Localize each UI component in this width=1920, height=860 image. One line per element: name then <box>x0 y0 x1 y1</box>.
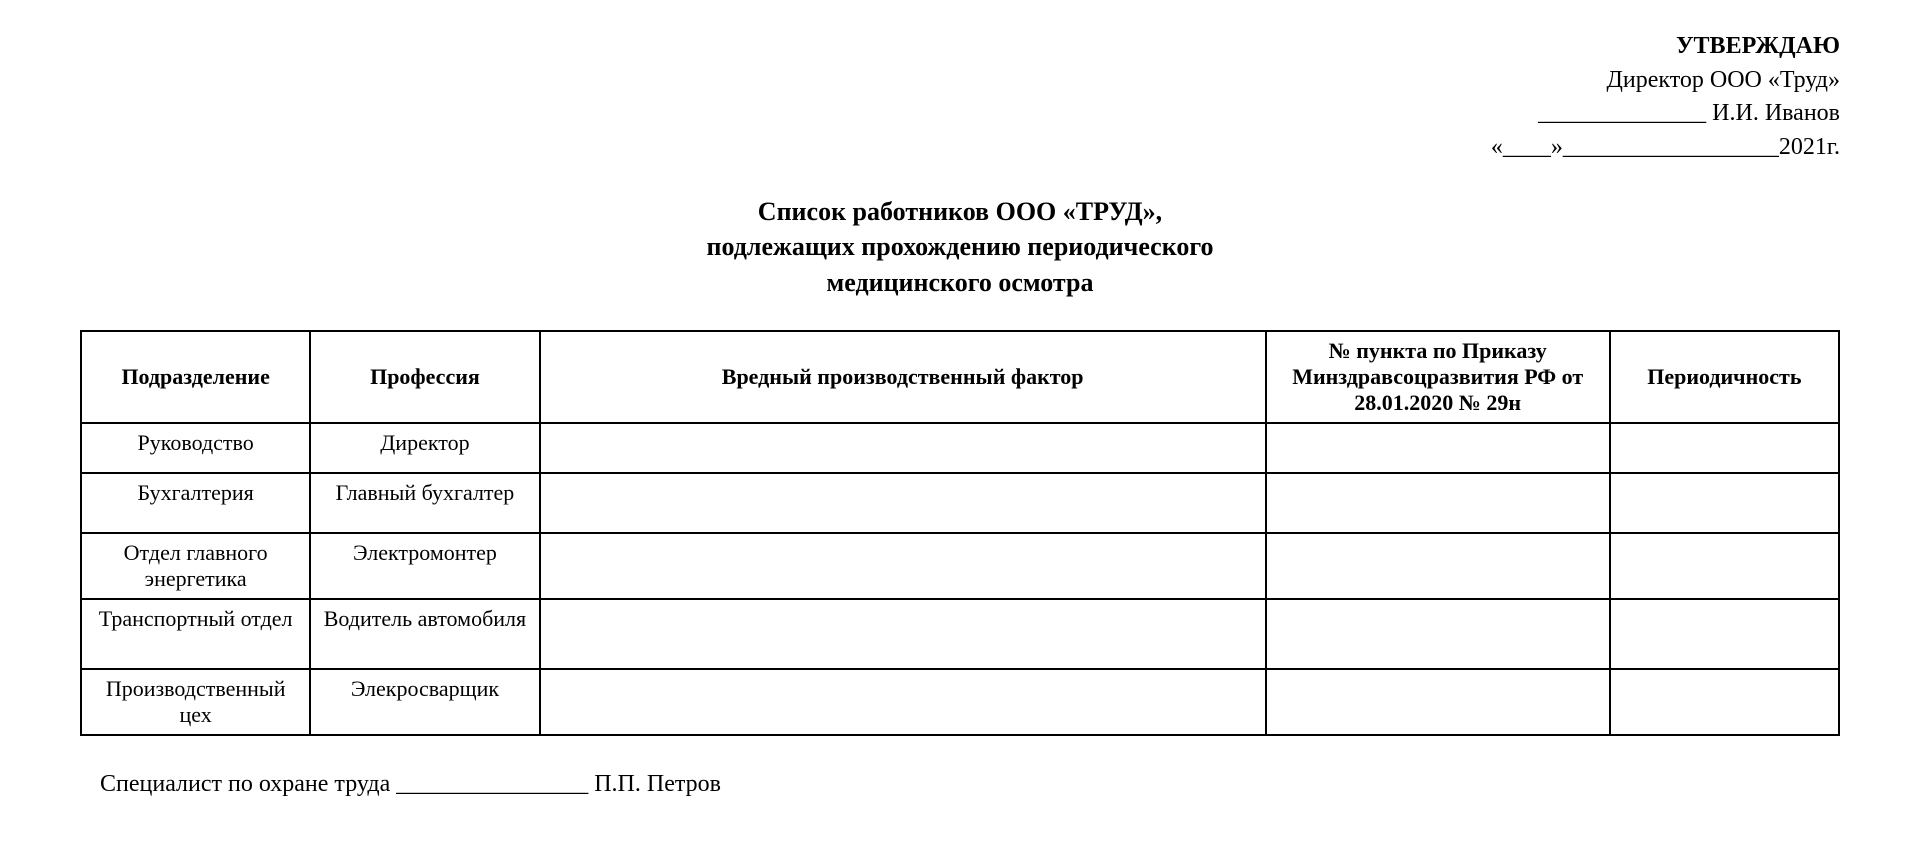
cell-order <box>1266 533 1610 599</box>
cell-factor <box>540 533 1266 599</box>
cell-periodicity <box>1610 599 1839 669</box>
cell-factor <box>540 423 1266 473</box>
cell-periodicity <box>1610 533 1839 599</box>
table-row: Бухгалтерия Главный бухгалтер <box>81 473 1839 533</box>
header-order: № пункта по Приказу Минздравсоцразвития … <box>1266 331 1610 423</box>
cell-department: Транспортный отдел <box>81 599 310 669</box>
approval-name: ______________ И.И. Иванов <box>80 97 1840 131</box>
signature-line: Специалист по охране труда _____________… <box>80 771 1840 798</box>
cell-order <box>1266 669 1610 735</box>
header-profession: Профессия <box>310 331 539 423</box>
approval-director: Директор ООО «Труд» <box>80 64 1840 98</box>
table-row: Отдел главного энергетика Электромонтер <box>81 533 1839 599</box>
cell-order <box>1266 599 1610 669</box>
cell-order <box>1266 473 1610 533</box>
cell-department: Руководство <box>81 423 310 473</box>
cell-department: Производственный цех <box>81 669 310 735</box>
employees-table: Подразделение Профессия Вредный производ… <box>80 330 1840 736</box>
cell-factor <box>540 473 1266 533</box>
cell-profession: Директор <box>310 423 539 473</box>
cell-department: Бухгалтерия <box>81 473 310 533</box>
header-department: Подразделение <box>81 331 310 423</box>
cell-profession: Главный бухгалтер <box>310 473 539 533</box>
cell-order <box>1266 423 1610 473</box>
table-header-row: Подразделение Профессия Вредный производ… <box>81 331 1839 423</box>
approval-block: УТВЕРЖДАЮ Директор ООО «Труд» __________… <box>80 30 1840 164</box>
cell-department: Отдел главного энергетика <box>81 533 310 599</box>
header-periodicity: Периодичность <box>1610 331 1839 423</box>
table-row: Транспортный отдел Водитель автомобиля <box>81 599 1839 669</box>
header-factor: Вредный производственный фактор <box>540 331 1266 423</box>
approval-date: «____»__________________2021г. <box>80 131 1840 165</box>
cell-periodicity <box>1610 423 1839 473</box>
title-line-2: подлежащих прохождению периодического <box>80 229 1840 264</box>
cell-factor <box>540 669 1266 735</box>
title-line-3: медицинского осмотра <box>80 265 1840 300</box>
table-row: Руководство Директор <box>81 423 1839 473</box>
table-row: Производственный цех Элекросварщик <box>81 669 1839 735</box>
cell-periodicity <box>1610 669 1839 735</box>
cell-profession: Электромонтер <box>310 533 539 599</box>
cell-profession: Водитель автомобиля <box>310 599 539 669</box>
document-title: Список работников ООО «ТРУД», подлежащих… <box>80 194 1840 299</box>
cell-periodicity <box>1610 473 1839 533</box>
cell-factor <box>540 599 1266 669</box>
title-line-1: Список работников ООО «ТРУД», <box>80 194 1840 229</box>
cell-profession: Элекросварщик <box>310 669 539 735</box>
approval-title: УТВЕРЖДАЮ <box>80 30 1840 64</box>
